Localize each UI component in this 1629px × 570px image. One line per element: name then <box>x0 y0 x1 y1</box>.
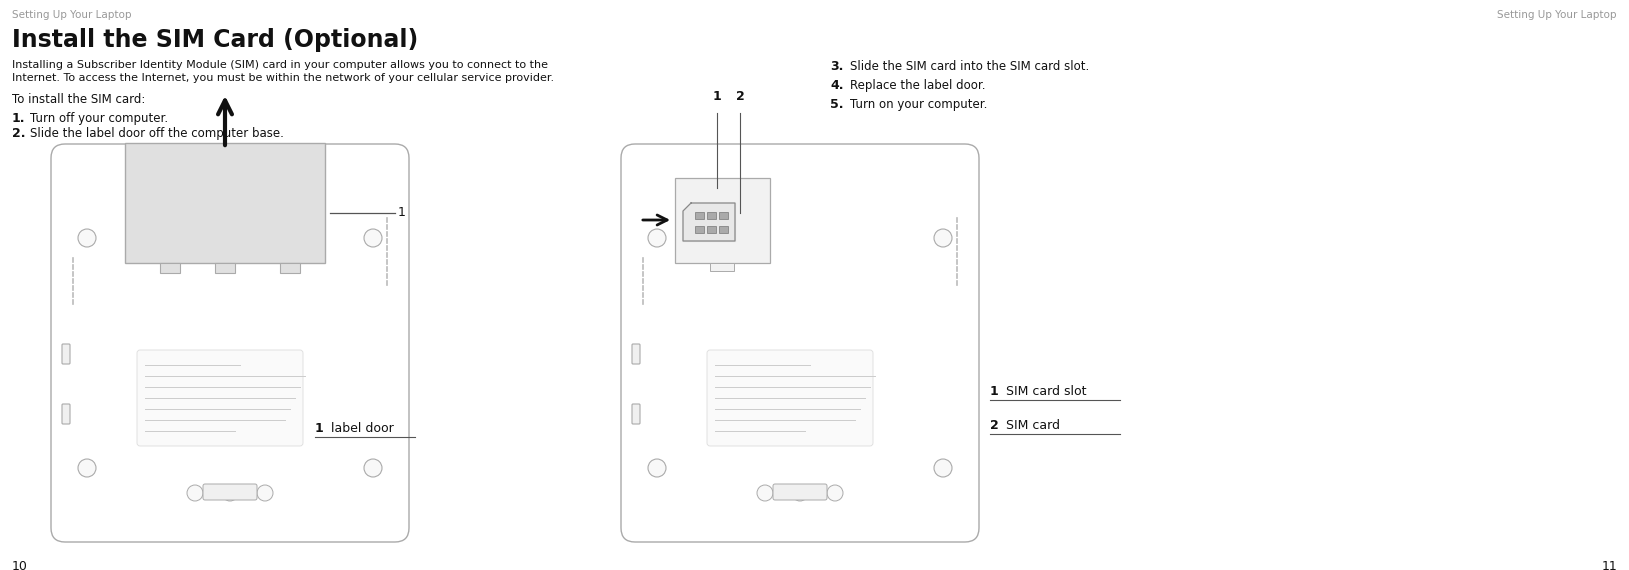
Polygon shape <box>683 203 735 241</box>
FancyBboxPatch shape <box>62 344 70 364</box>
Bar <box>215 263 235 273</box>
Text: 2: 2 <box>736 90 744 103</box>
Text: 1: 1 <box>397 206 406 219</box>
Text: Internet. To access the Internet, you must be within the network of your cellula: Internet. To access the Internet, you mu… <box>11 73 554 83</box>
Text: 2.: 2. <box>11 127 26 140</box>
Text: SIM card: SIM card <box>1007 419 1060 432</box>
FancyBboxPatch shape <box>621 144 979 542</box>
FancyBboxPatch shape <box>774 484 828 500</box>
Text: 1: 1 <box>990 385 999 398</box>
Text: Slide the label door off the computer base.: Slide the label door off the computer ba… <box>29 127 283 140</box>
Text: Install the SIM Card (Optional): Install the SIM Card (Optional) <box>11 28 419 52</box>
FancyBboxPatch shape <box>707 350 873 446</box>
Bar <box>710 263 735 271</box>
Text: 1: 1 <box>712 90 722 103</box>
Text: Turn on your computer.: Turn on your computer. <box>850 98 987 111</box>
Text: SIM card slot: SIM card slot <box>1007 385 1087 398</box>
Text: 11: 11 <box>1601 560 1618 570</box>
Bar <box>280 263 300 273</box>
Circle shape <box>648 459 666 477</box>
Bar <box>696 212 704 219</box>
Bar <box>125 143 326 263</box>
Bar <box>718 212 728 219</box>
Text: Setting Up Your Laptop: Setting Up Your Laptop <box>1497 10 1618 20</box>
Bar <box>674 178 771 263</box>
Circle shape <box>757 485 774 501</box>
Text: To install the SIM card:: To install the SIM card: <box>11 93 145 106</box>
Text: 5.: 5. <box>831 98 844 111</box>
Bar <box>696 226 704 233</box>
Text: 4.: 4. <box>831 79 844 92</box>
Circle shape <box>363 229 381 247</box>
Circle shape <box>933 459 951 477</box>
Text: Installing a Subscriber Identity Module (SIM) card in your computer allows you t: Installing a Subscriber Identity Module … <box>11 60 547 70</box>
FancyBboxPatch shape <box>50 144 409 542</box>
FancyBboxPatch shape <box>632 404 640 424</box>
Circle shape <box>363 459 381 477</box>
FancyBboxPatch shape <box>62 404 70 424</box>
Text: Turn off your computer.: Turn off your computer. <box>29 112 168 125</box>
Bar <box>160 263 179 273</box>
Bar <box>718 226 728 233</box>
FancyBboxPatch shape <box>204 484 257 500</box>
Text: Slide the SIM card into the SIM card slot.: Slide the SIM card into the SIM card slo… <box>850 60 1090 73</box>
Text: 1: 1 <box>314 422 324 435</box>
Bar <box>707 212 717 219</box>
Text: label door: label door <box>331 422 394 435</box>
FancyBboxPatch shape <box>137 350 303 446</box>
Circle shape <box>187 485 204 501</box>
Text: Setting Up Your Laptop: Setting Up Your Laptop <box>11 10 132 20</box>
Circle shape <box>78 459 96 477</box>
Circle shape <box>792 485 808 501</box>
Circle shape <box>222 485 238 501</box>
FancyBboxPatch shape <box>632 344 640 364</box>
Circle shape <box>933 229 951 247</box>
Text: 10: 10 <box>11 560 28 570</box>
Text: 3.: 3. <box>831 60 844 73</box>
Circle shape <box>78 229 96 247</box>
Bar <box>707 226 717 233</box>
Circle shape <box>828 485 842 501</box>
Circle shape <box>648 229 666 247</box>
Circle shape <box>257 485 274 501</box>
Text: Replace the label door.: Replace the label door. <box>850 79 986 92</box>
Text: 2: 2 <box>990 419 999 432</box>
Text: 1.: 1. <box>11 112 26 125</box>
